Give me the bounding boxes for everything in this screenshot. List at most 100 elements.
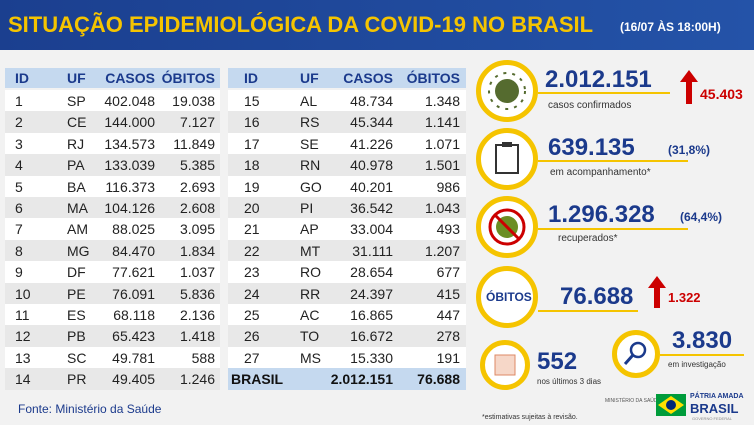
table-cell: 22 [244, 242, 260, 259]
table-cell: 986 [436, 178, 460, 195]
table-cell: 18 [244, 157, 260, 174]
table-row [228, 111, 466, 133]
table-cell: 40.978 [350, 157, 393, 174]
table-cell: SC [67, 349, 87, 366]
table-row [5, 197, 220, 219]
column-header: ID [15, 70, 29, 86]
table-cell: 415 [436, 285, 460, 302]
table-cell: MG [67, 242, 90, 259]
table-cell: PB [67, 328, 86, 345]
icon [495, 142, 519, 174]
table-row [5, 368, 220, 390]
table-cell: 104.126 [104, 200, 155, 216]
government: GOVERNO FEDERAL [692, 416, 733, 421]
table-cell: 48.734 [350, 93, 393, 109]
table-cell: 40.201 [350, 178, 393, 195]
table-row [5, 175, 220, 197]
table-cell: MA [67, 200, 88, 216]
monitoring-percent: (31,8%) [668, 143, 711, 157]
table-cell: 588 [191, 349, 215, 366]
table-row [228, 304, 466, 326]
table-cell: 3.095 [179, 221, 215, 238]
table-row [5, 132, 220, 155]
column-header: UF [300, 70, 319, 86]
table-cell: 76.688 [417, 371, 460, 388]
table-cell: 1.418 [179, 328, 215, 345]
table-row [228, 132, 466, 155]
deaths-delta: 1.322 [668, 290, 701, 305]
table-cell: PI [300, 200, 314, 216]
icon [623, 341, 647, 365]
table-cell: 68.118 [113, 307, 155, 323]
table-cell: 447 [436, 307, 460, 323]
source: Fonte: Ministério da Saúde [18, 402, 162, 416]
table-cell: 493 [436, 221, 460, 238]
table-row [228, 239, 466, 262]
table-row [228, 218, 466, 240]
table-cell: 45.344 [350, 114, 393, 131]
investigation-label: em investigação [668, 360, 726, 369]
table-cell: 1.348 [424, 93, 460, 109]
up-arrow [648, 276, 666, 308]
table-row [5, 325, 220, 347]
table-cell: AP [300, 221, 319, 238]
icon-clipboard [476, 128, 538, 190]
table-cell: PR [67, 371, 87, 388]
table-row [5, 218, 220, 240]
table-cell: 1.501 [424, 157, 460, 174]
table-cell: 31.111 [352, 242, 393, 259]
recent-value: 552 [537, 348, 578, 375]
table-header-bg [5, 68, 220, 88]
table-header-bg [228, 68, 466, 88]
table-row [228, 346, 466, 369]
confirmed-label: casos confirmados [548, 100, 632, 111]
recent-label: nos últimos 3 dias [537, 377, 602, 386]
recovered-percent: (64,4%) [680, 210, 723, 224]
table-row [228, 325, 466, 347]
column-header: ÓBITOS [161, 70, 215, 86]
table-cell: 278 [436, 328, 460, 345]
table-row [5, 304, 220, 326]
table-cell: 12 [15, 328, 31, 345]
table-cell: 77.621 [112, 264, 155, 281]
deaths-title: ÓBITOS [486, 290, 532, 304]
table-cell: 76.091 [112, 285, 155, 302]
table-cell: 11 [15, 307, 30, 323]
table-cell: 2 [15, 114, 23, 131]
table-cell: TO [300, 328, 320, 345]
table-cell: 133.039 [104, 157, 155, 174]
table-cell: RJ [67, 135, 85, 152]
table-cell: 33.004 [350, 221, 393, 238]
table-cell: MS [300, 349, 321, 366]
icon-search [612, 330, 660, 378]
table-cell: 19 [244, 178, 260, 195]
table-cell: 16.865 [350, 307, 393, 323]
confirmed-value: 2.012.151 [545, 66, 652, 93]
table-cell: 191 [436, 349, 460, 366]
table-cell: 15.330 [350, 349, 393, 366]
table-cell: 8 [15, 242, 23, 259]
title: SITUAÇÃO EPIDEMIOLÓGICA DA COVID-19 NO B… [8, 12, 594, 37]
column-header: UF [67, 70, 86, 86]
table-cell: 24 [244, 285, 260, 302]
confirmed-delta: 45.403 [700, 86, 743, 102]
table-cell: 5.385 [179, 157, 215, 174]
up-arrow [680, 70, 698, 104]
table-cell: ES [67, 307, 86, 323]
table-row [5, 346, 220, 369]
table-cell: BRASIL [231, 371, 284, 388]
table-cell: 36.542 [350, 200, 393, 216]
divider [538, 160, 688, 162]
table-cell: RN [300, 157, 321, 174]
icon [488, 72, 526, 110]
table-cell: 65.423 [112, 328, 155, 345]
table-cell: 23 [244, 264, 260, 281]
date: (16/07 ÀS 18:00H) [620, 20, 721, 34]
column-header: CASOS [343, 70, 393, 86]
table-cell: RO [300, 264, 321, 281]
table-row [5, 261, 220, 283]
table-cell: 1.071 [424, 135, 460, 152]
total-row [228, 368, 466, 390]
table-cell: 88.025 [112, 221, 155, 238]
